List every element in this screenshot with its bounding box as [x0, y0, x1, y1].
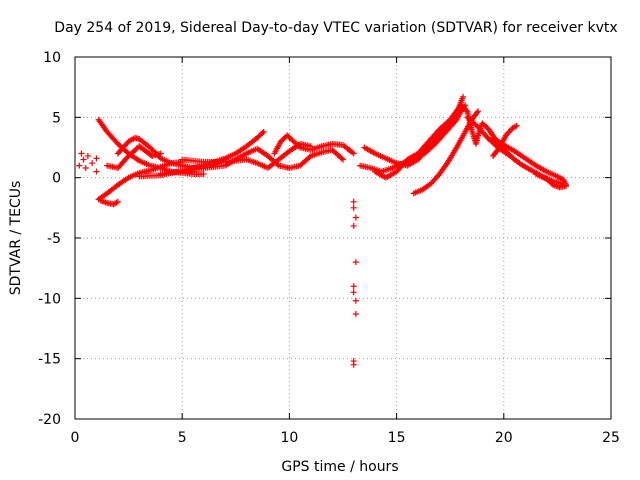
- data-point: [457, 108, 464, 115]
- x-tick-label: 15: [388, 430, 406, 446]
- series-outliers-13h: [346, 146, 359, 368]
- data-point: [562, 183, 569, 190]
- data-point: [513, 122, 520, 129]
- axis-ticks: [74, 56, 612, 420]
- series-arc-e: [104, 143, 164, 172]
- data-point: [89, 160, 96, 167]
- data-point: [460, 93, 467, 100]
- series-arc-q: [490, 122, 520, 159]
- y-tick-label: 0: [52, 171, 61, 187]
- data-point: [352, 311, 359, 318]
- data-point: [350, 361, 357, 368]
- tick-labels: 0 5 10 15 20 25 10 5 0 -5 -10 -15 -20: [38, 50, 620, 446]
- data-point: [93, 168, 100, 175]
- data-point: [147, 144, 154, 151]
- data-point: [200, 171, 207, 178]
- x-tick-label: 25: [602, 430, 620, 446]
- y-tick-label: -5: [47, 231, 61, 247]
- data-point: [346, 146, 353, 153]
- data-point: [295, 143, 302, 150]
- data-point: [350, 198, 357, 205]
- data-point: [350, 283, 357, 290]
- data-point: [260, 128, 267, 135]
- y-tick-label: -10: [38, 291, 61, 307]
- data-point: [93, 155, 100, 162]
- data-point: [350, 150, 357, 157]
- series-arc-n: [410, 108, 482, 197]
- data-point: [82, 165, 89, 172]
- grid-lines: [75, 57, 611, 419]
- x-axis-label: GPS time / hours: [281, 459, 398, 475]
- data-points: [76, 93, 569, 368]
- series-left-cluster: [76, 150, 100, 175]
- data-point: [352, 259, 359, 266]
- series-arc-r: [490, 134, 569, 188]
- x-tick-label: 0: [71, 430, 80, 446]
- data-point: [157, 150, 164, 157]
- data-point: [149, 147, 156, 154]
- data-point: [148, 145, 155, 152]
- data-point: [80, 156, 87, 163]
- data-point: [76, 162, 83, 169]
- y-axis-label: SDTVAR / TECUs: [8, 181, 24, 296]
- y-tick-label: -15: [38, 352, 61, 368]
- data-point: [338, 155, 345, 162]
- x-tick-label: 20: [495, 430, 513, 446]
- y-tick-label: 10: [43, 50, 61, 66]
- chart-title: Day 254 of 2019, Sidereal Day-to-day VTE…: [54, 20, 617, 36]
- data-point: [259, 130, 266, 137]
- data-point: [78, 150, 85, 157]
- y-tick-label: -20: [38, 412, 61, 428]
- series-arc-c: [97, 197, 121, 208]
- data-point: [475, 108, 482, 115]
- series-arc-i: [271, 132, 357, 157]
- data-point: [452, 118, 459, 125]
- series-arc-j: [286, 146, 346, 172]
- data-point: [350, 289, 357, 296]
- data-point: [340, 156, 346, 163]
- data-point: [114, 198, 121, 205]
- series-arc-m: [372, 93, 467, 181]
- data-point: [306, 154, 313, 161]
- x-tick-label: 5: [178, 430, 187, 446]
- x-tick-label: 10: [280, 430, 298, 446]
- data-point: [352, 214, 359, 221]
- series-arc-s: [532, 171, 569, 191]
- y-tick-label: 5: [52, 110, 61, 126]
- data-point: [352, 297, 359, 304]
- data-point: [463, 107, 470, 114]
- data-point: [84, 152, 91, 159]
- data-point: [350, 204, 357, 211]
- data-point: [350, 222, 357, 229]
